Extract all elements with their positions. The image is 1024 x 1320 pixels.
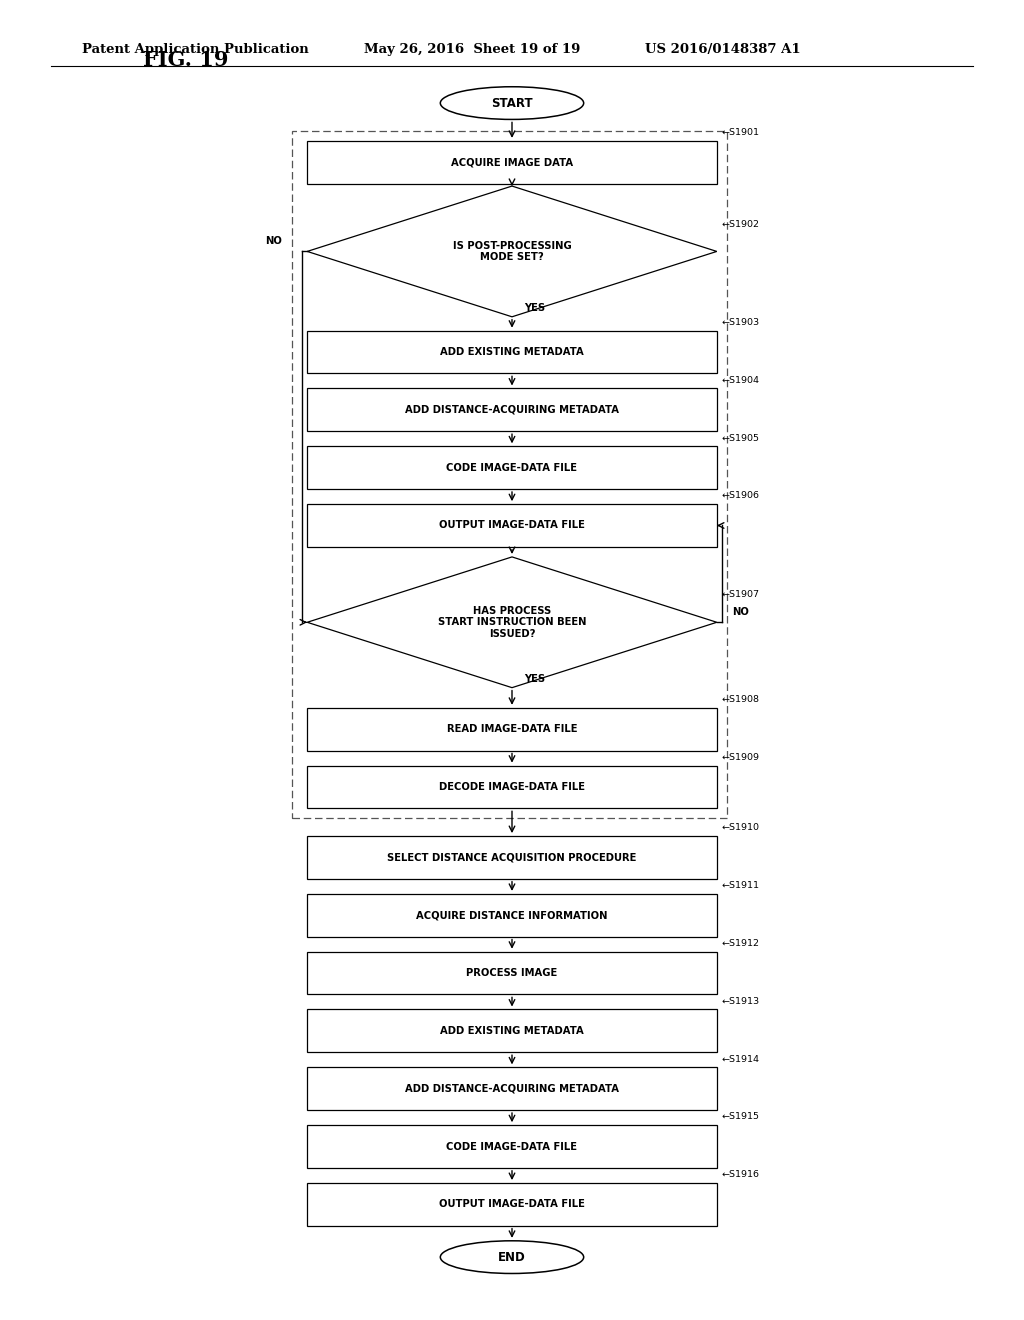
Text: HAS PROCESS
START INSTRUCTION BEEN
ISSUED?: HAS PROCESS START INSTRUCTION BEEN ISSUE… [437,606,587,639]
Text: ADD EXISTING METADATA: ADD EXISTING METADATA [440,347,584,356]
Text: US 2016/0148387 A1: US 2016/0148387 A1 [645,42,801,55]
Bar [307,330,717,374]
Text: END: END [498,1250,526,1263]
Text: IS POST-PROCESSING
MODE SET?: IS POST-PROCESSING MODE SET? [453,240,571,263]
Ellipse shape [440,87,584,119]
Bar [307,1010,717,1052]
Text: OUTPUT IMAGE-DATA FILE: OUTPUT IMAGE-DATA FILE [439,1200,585,1209]
Text: OUTPUT IMAGE-DATA FILE: OUTPUT IMAGE-DATA FILE [439,520,585,531]
Bar [307,894,717,937]
Text: DECODE IMAGE-DATA FILE: DECODE IMAGE-DATA FILE [439,781,585,792]
Text: ←S1906: ←S1906 [722,491,760,500]
Bar [307,836,717,879]
Bar [292,131,727,818]
Bar [307,766,717,808]
Text: ←S1913: ←S1913 [722,997,760,1006]
Ellipse shape [440,1241,584,1274]
Text: ←S1910: ←S1910 [722,824,760,832]
Text: May 26, 2016  Sheet 19 of 19: May 26, 2016 Sheet 19 of 19 [364,42,580,55]
Text: ADD EXISTING METADATA: ADD EXISTING METADATA [440,1026,584,1036]
Text: YES: YES [524,304,546,313]
Text: CODE IMAGE-DATA FILE: CODE IMAGE-DATA FILE [446,1142,578,1151]
Text: NO: NO [265,236,282,247]
Text: ←S1904: ←S1904 [722,376,760,384]
Bar [307,1068,717,1110]
Text: SELECT DISTANCE ACQUISITION PROCEDURE: SELECT DISTANCE ACQUISITION PROCEDURE [387,853,637,862]
Text: READ IMAGE-DATA FILE: READ IMAGE-DATA FILE [446,725,578,734]
Text: ←S1915: ←S1915 [722,1113,760,1122]
Text: YES: YES [524,675,546,684]
Text: NO: NO [732,607,749,618]
Text: FIG. 19: FIG. 19 [143,50,228,70]
Bar [307,1125,717,1168]
Polygon shape [307,186,717,317]
Text: ←S1909: ←S1909 [722,752,760,762]
Text: ←S1903: ←S1903 [722,318,760,327]
Bar [307,952,717,994]
Bar [307,504,717,546]
Text: START: START [492,96,532,110]
Text: ←S1901: ←S1901 [722,128,760,137]
Text: Patent Application Publication: Patent Application Publication [82,42,308,55]
Text: ←S1902: ←S1902 [722,219,760,228]
Text: ←S1911: ←S1911 [722,880,760,890]
Text: ←S1916: ←S1916 [722,1171,760,1179]
Text: ←S1908: ←S1908 [722,696,760,704]
Bar [307,388,717,432]
Text: ADD DISTANCE-ACQUIRING METADATA: ADD DISTANCE-ACQUIRING METADATA [406,1084,618,1094]
Text: CODE IMAGE-DATA FILE: CODE IMAGE-DATA FILE [446,462,578,473]
Text: PROCESS IMAGE: PROCESS IMAGE [466,968,558,978]
Text: ACQUIRE DISTANCE INFORMATION: ACQUIRE DISTANCE INFORMATION [416,911,608,920]
Text: ←S1905: ←S1905 [722,433,760,442]
Bar [307,446,717,488]
Polygon shape [307,557,717,688]
Bar [307,1183,717,1226]
Text: ←S1907: ←S1907 [722,590,760,599]
Bar [307,708,717,751]
Text: ←S1912: ←S1912 [722,939,760,948]
Text: ←S1914: ←S1914 [722,1055,760,1064]
Text: ADD DISTANCE-ACQUIRING METADATA: ADD DISTANCE-ACQUIRING METADATA [406,405,618,414]
Text: ACQUIRE IMAGE DATA: ACQUIRE IMAGE DATA [451,157,573,168]
Bar [307,141,717,183]
